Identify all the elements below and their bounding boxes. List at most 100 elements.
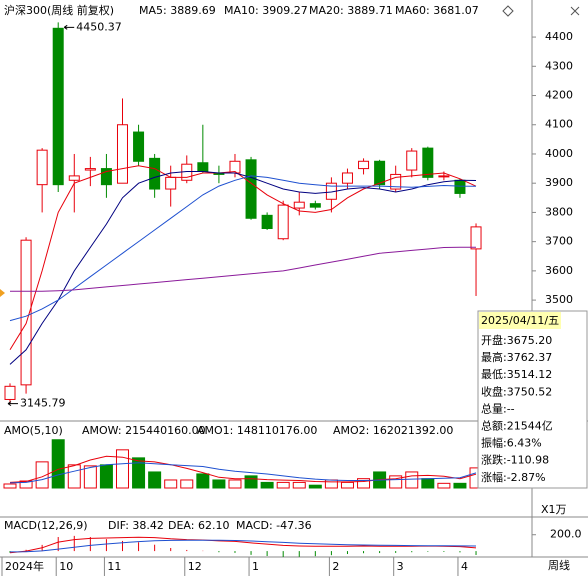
volume-bar <box>83 465 97 489</box>
legend-entry: MACD: -47.36 <box>236 519 312 532</box>
plot: 4400 4300 4200 4100 4000 3900 3800 3700 3600 3500… <box>1 4 582 576</box>
volume-bar <box>212 479 226 489</box>
volume-bar <box>3 483 17 489</box>
volume-bar <box>324 479 338 489</box>
legend-entry: DIF: 38.42 <box>108 519 164 532</box>
x-axis-label: 周线 <box>548 558 570 572</box>
annotation-arrow <box>63 24 75 30</box>
x-tick-label: 2 <box>332 560 339 573</box>
volume-bar <box>115 449 129 489</box>
panel-title: MACD(12,26,9) <box>4 519 88 532</box>
y-tick-label: 3600 <box>545 264 573 277</box>
legend-entry: DEA: 62.10 <box>168 519 229 532</box>
candle-body <box>68 175 80 181</box>
marker <box>0 289 5 297</box>
candle-body <box>133 131 145 162</box>
candle-body <box>454 179 466 194</box>
candle-body <box>406 150 418 171</box>
candle-body <box>84 168 96 171</box>
y-tick-label: 4100 <box>545 118 573 131</box>
tooltip-row: 振幅:6.43% <box>481 436 542 450</box>
panel-title: AMO(5,10) <box>4 424 63 437</box>
tooltip-row: 收盘:3750.52 <box>481 384 552 398</box>
x-tick-label: 4 <box>461 560 468 573</box>
candle-body <box>20 239 32 386</box>
tooltip-row: 开盘:3675.20 <box>481 333 552 347</box>
x-tick-label: 3 <box>397 560 404 573</box>
chart-title: 沪深300(周线 前复权) <box>4 3 114 17</box>
candle-body <box>390 173 402 190</box>
tooltip-row: 涨跌:-110.98 <box>481 453 549 467</box>
candle-body <box>438 175 450 178</box>
diamond-button[interactable] <box>502 5 514 17</box>
candle-body <box>293 201 305 209</box>
y-tick-label: 3700 <box>545 235 573 248</box>
volume-bar <box>132 457 146 489</box>
tooltip-row: 总额:21544亿 <box>481 419 553 433</box>
candle-body <box>116 124 128 184</box>
volume-bar <box>99 464 113 489</box>
y-tick-label: 4200 <box>545 89 573 102</box>
y-unit-label: X1万 <box>541 503 567 516</box>
volume-bar <box>357 478 371 489</box>
tooltip-row: 最低:3514.12 <box>481 368 552 381</box>
candle-body <box>277 204 289 240</box>
tooltip-date-bg <box>479 312 561 329</box>
volume-bar <box>180 479 194 489</box>
candle-body <box>341 172 353 184</box>
ma-line <box>9 171 477 365</box>
candle-body <box>165 176 177 190</box>
candle-body <box>52 27 64 186</box>
candle-body <box>358 160 370 170</box>
x-tick-label: 2024年 <box>5 559 44 573</box>
candle-body <box>422 147 434 178</box>
volume-bar <box>228 479 242 489</box>
tooltip: 2025/04/11/五 开盘:3675.20 最高:3762.37 最低:3514… <box>477 310 588 489</box>
legend-entry: AMO1: 148110176.00 <box>197 424 317 437</box>
panel-label: AMOW: 215440160.00 <box>82 424 206 437</box>
volume-bar <box>308 484 322 489</box>
volume-bar <box>421 478 435 489</box>
y-tick-label: 4400 <box>545 30 573 43</box>
candle-body <box>4 385 16 400</box>
annotation: 4450.37 <box>76 20 122 33</box>
volume-bar <box>35 461 49 489</box>
macd-line <box>9 539 477 553</box>
annotation: 3145.79 <box>20 397 66 410</box>
amo-line <box>9 462 477 484</box>
tooltip-row: 涨幅:-2.87% <box>481 471 546 484</box>
candle-body <box>470 226 482 250</box>
volume-bar <box>276 481 290 489</box>
macd-line <box>9 536 477 554</box>
candle-body <box>100 168 112 186</box>
candle-body <box>309 203 321 208</box>
candle-body <box>261 214 273 229</box>
toolbar <box>502 5 580 17</box>
volume-bar <box>148 471 162 489</box>
legend-entry: MA20: 3889.71 <box>309 4 393 17</box>
y-tick-label: 3800 <box>545 205 573 218</box>
volume-bar <box>437 482 451 489</box>
y-tick-label: 3500 <box>545 293 573 306</box>
legend-entry: MA5: 3889.69 <box>139 4 216 17</box>
candle-body <box>245 159 257 219</box>
volume-bar <box>292 481 306 489</box>
ma-line <box>10 246 476 292</box>
close-button[interactable] <box>570 6 580 16</box>
annotation-arrow <box>7 401 18 407</box>
legend-entry: AMO2: 162021392.00 <box>333 424 453 437</box>
volume-bar <box>244 475 258 489</box>
x-tick-label: 12 <box>188 560 202 573</box>
legend-entry: MA60: 3681.07 <box>395 4 479 17</box>
volume-bar <box>51 439 65 489</box>
y-tick-label: 4000 <box>545 147 573 160</box>
volume-bar <box>340 481 354 489</box>
tooltip-date: 2025/04/11/五 <box>481 314 559 327</box>
tooltip-row: 总量:-- <box>481 401 515 415</box>
ma-line <box>9 165 477 351</box>
candle-body <box>374 160 386 186</box>
candle-body <box>149 157 161 190</box>
tooltip-row: 最高:3762.37 <box>481 350 552 364</box>
volume-bar <box>67 464 81 489</box>
